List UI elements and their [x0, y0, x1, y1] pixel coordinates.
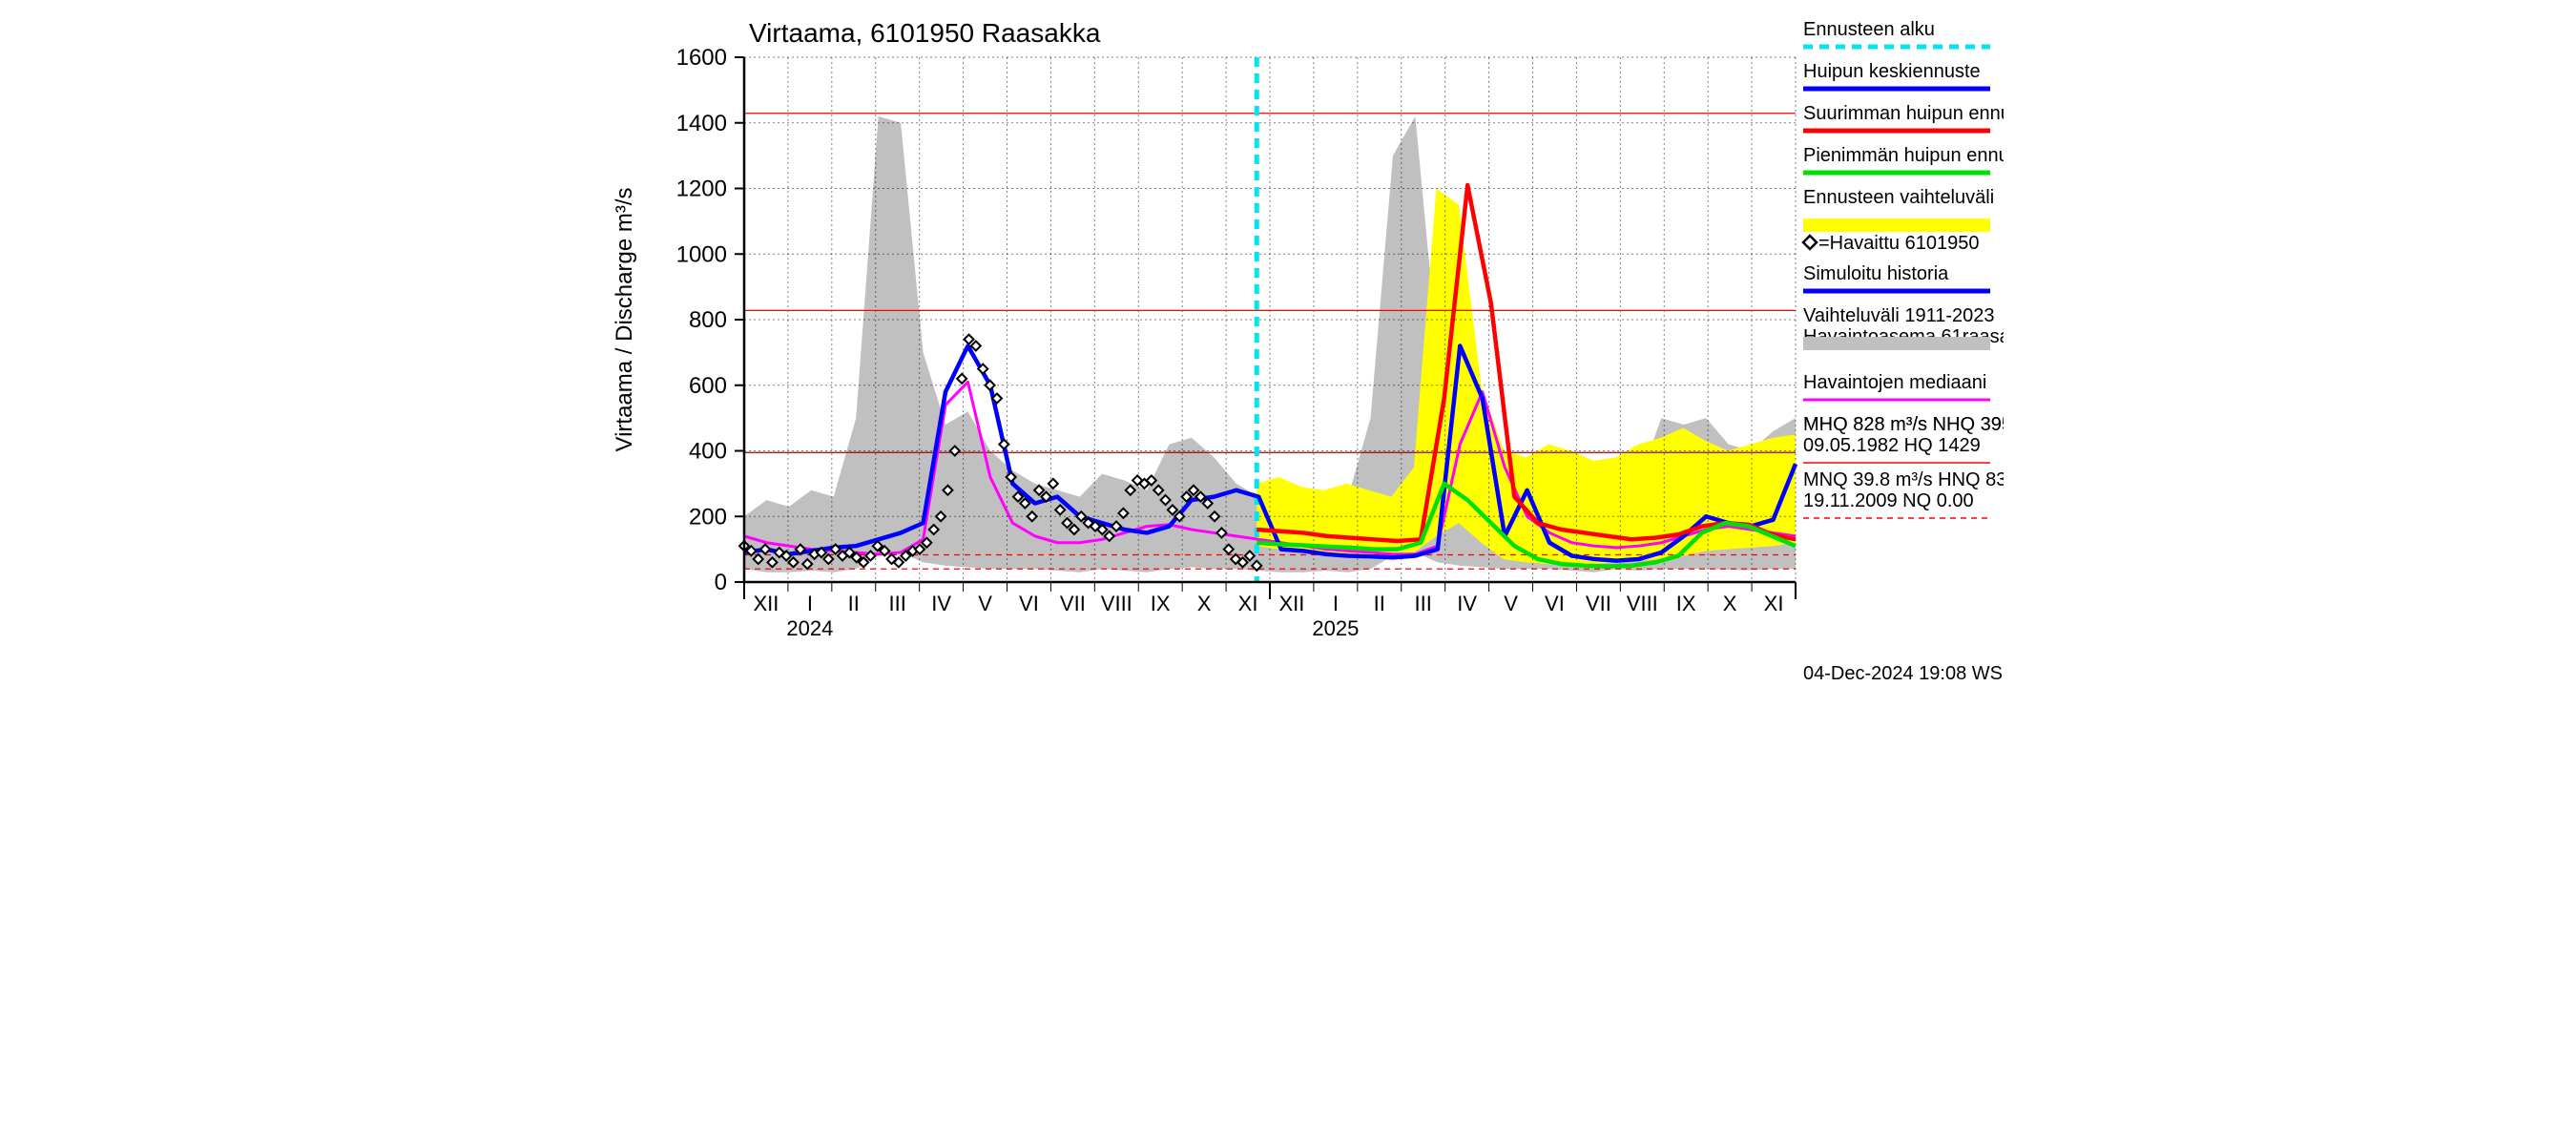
- svg-text:VII: VII: [1060, 592, 1086, 615]
- svg-text:X: X: [1723, 592, 1737, 615]
- svg-text:XI: XI: [1238, 592, 1258, 615]
- svg-text:VIII: VIII: [1627, 592, 1658, 615]
- svg-text:VI: VI: [1019, 592, 1039, 615]
- svg-text:VII: VII: [1586, 592, 1611, 615]
- svg-text:I: I: [1333, 592, 1339, 615]
- svg-text:2025: 2025: [1312, 616, 1359, 640]
- svg-text:19.11.2009 NQ 0.00: 19.11.2009 NQ 0.00: [1803, 490, 1974, 511]
- svg-text:IV: IV: [1457, 592, 1477, 615]
- svg-text:III: III: [1415, 592, 1432, 615]
- svg-text:VI: VI: [1545, 592, 1565, 615]
- svg-text:0: 0: [715, 570, 727, 595]
- svg-text:Havaintojen mediaani: Havaintojen mediaani: [1803, 372, 1986, 393]
- svg-text:Suurimman huipun ennuste: Suurimman huipun ennuste: [1803, 103, 2004, 124]
- svg-text:2024: 2024: [786, 616, 833, 640]
- footer-timestamp: 04-Dec-2024 19:08 WSFS-O: [1803, 663, 2004, 684]
- svg-text:600: 600: [689, 373, 727, 399]
- svg-text:Simuloitu historia: Simuloitu historia: [1803, 263, 1949, 284]
- svg-text:IX: IX: [1676, 592, 1696, 615]
- discharge-chart: 02004006008001000120014001600XIIIIIIIIIV…: [572, 0, 2004, 687]
- svg-text:II: II: [1374, 592, 1385, 615]
- svg-text:XI: XI: [1764, 592, 1784, 615]
- svg-text:Vaihteluväli 1911-2023: Vaihteluväli 1911-2023: [1803, 305, 1995, 326]
- svg-text:1600: 1600: [676, 45, 727, 71]
- svg-text:1400: 1400: [676, 111, 727, 136]
- svg-text:09.05.1982 HQ 1429: 09.05.1982 HQ 1429: [1803, 435, 1981, 456]
- svg-text:Huipun keskiennuste: Huipun keskiennuste: [1803, 61, 1981, 82]
- svg-text:800: 800: [689, 307, 727, 333]
- svg-text:III: III: [889, 592, 906, 615]
- svg-text:Ennusteen alku: Ennusteen alku: [1803, 19, 1935, 40]
- y-axis-label: Virtaama / Discharge m³/s: [612, 188, 637, 452]
- svg-text:MHQ 828 m³/s NHQ 395: MHQ 828 m³/s NHQ 395: [1803, 414, 2004, 435]
- svg-text:XII: XII: [1279, 592, 1305, 615]
- svg-text:X: X: [1197, 592, 1212, 615]
- observed-marker: [999, 440, 1008, 449]
- svg-text:=Havaittu 6101950: =Havaittu 6101950: [1818, 233, 1979, 254]
- svg-text:1200: 1200: [676, 177, 727, 202]
- svg-text:Ennusteen vaihteluväli: Ennusteen vaihteluväli: [1803, 187, 1994, 208]
- svg-text:II: II: [848, 592, 860, 615]
- svg-text:VIII: VIII: [1101, 592, 1132, 615]
- svg-text:Pienimmän huipun ennuste: Pienimmän huipun ennuste: [1803, 145, 2004, 166]
- svg-text:IV: IV: [931, 592, 951, 615]
- observed-marker: [964, 335, 973, 344]
- svg-text:V: V: [978, 592, 992, 615]
- svg-text:1000: 1000: [676, 241, 727, 267]
- svg-text:I: I: [807, 592, 813, 615]
- svg-text:V: V: [1504, 592, 1518, 615]
- svg-text:IX: IX: [1151, 592, 1171, 615]
- observed-marker: [957, 374, 966, 384]
- svg-text:200: 200: [689, 504, 727, 530]
- svg-text:MNQ 39.8 m³/s HNQ 83.0: MNQ 39.8 m³/s HNQ 83.0: [1803, 469, 2004, 490]
- observed-marker: [1049, 479, 1058, 489]
- svg-text:400: 400: [689, 439, 727, 465]
- svg-text:XII: XII: [754, 592, 779, 615]
- chart-title: Virtaama, 6101950 Raasakka: [749, 18, 1101, 48]
- observed-marker: [971, 342, 981, 351]
